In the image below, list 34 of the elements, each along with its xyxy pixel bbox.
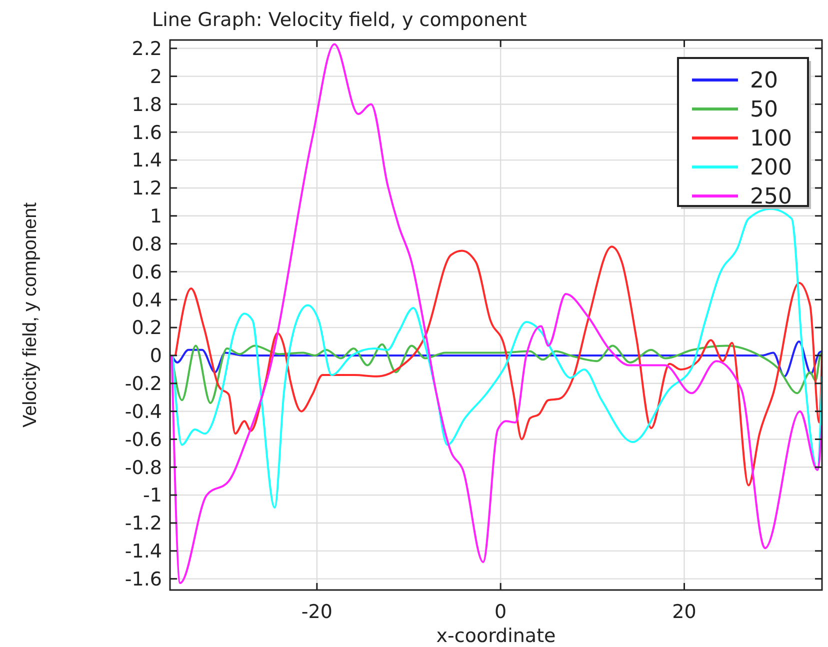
- y-tick-label: 0.8: [132, 233, 162, 256]
- line-series: [170, 43, 822, 584]
- y-tick-label: 1.6: [132, 122, 162, 144]
- legend-label: 100: [750, 126, 792, 152]
- line-series: [172, 208, 822, 509]
- y-tick-label: 1: [150, 206, 162, 228]
- y-tick-label: -0.6: [124, 428, 162, 451]
- y-axis-title: Velocity field, y component: [20, 202, 41, 428]
- chart-title: Line Graph: Velocity field, y component: [152, 9, 527, 31]
- y-tick-label: -1.4: [124, 540, 162, 563]
- y-tick-label: -1.2: [124, 512, 162, 535]
- y-tick-label: 0.2: [132, 317, 162, 340]
- legend-label: 50: [750, 98, 778, 123]
- y-tick-label: -0.8: [124, 456, 162, 479]
- y-tick-label: 1.2: [132, 178, 162, 200]
- legend-label: 250: [750, 184, 792, 210]
- y-tick-label: 0: [150, 345, 162, 368]
- legend-label: 20: [750, 68, 778, 94]
- x-axis-title: x-coordinate: [436, 625, 556, 647]
- y-tick-label: -1: [143, 484, 162, 507]
- y-tick-label: 2: [150, 66, 162, 88]
- y-tick-label: -1.6: [124, 568, 162, 590]
- legend-label: 200: [750, 156, 792, 181]
- y-tick-label: -0.2: [124, 373, 162, 396]
- y-tick-label: 1.8: [132, 94, 162, 116]
- y-tick-label: 0.4: [132, 289, 162, 312]
- y-tick-label: 2.2: [132, 38, 162, 60]
- x-tick-label: -20: [301, 601, 332, 623]
- x-tick-label: 20: [672, 601, 696, 623]
- y-tick-label: -0.4: [124, 400, 162, 423]
- y-tick-label: 1.4: [132, 150, 162, 172]
- line-series: [174, 246, 822, 486]
- x-tick-label: 0: [494, 601, 507, 623]
- y-tick-label: 0.6: [132, 261, 162, 284]
